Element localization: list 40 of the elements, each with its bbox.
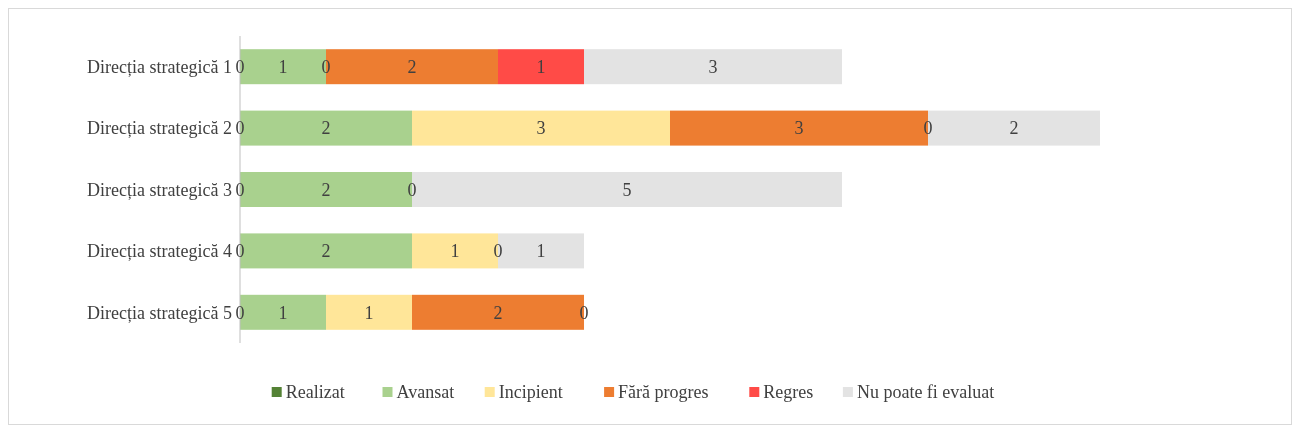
data-label: 0 xyxy=(235,118,245,139)
data-label: 1 xyxy=(450,241,460,262)
y-tick-label: Direcția strategică 3 xyxy=(87,179,232,200)
data-label: 1 xyxy=(536,241,546,262)
data-label: 5 xyxy=(622,179,632,200)
data-label: 2 xyxy=(321,118,331,139)
data-label: 3 xyxy=(536,118,546,139)
data-label: 1 xyxy=(364,302,374,323)
data-label: 0 xyxy=(235,57,245,77)
data-label: 0 xyxy=(235,241,245,262)
legend-label: Regres xyxy=(763,382,814,403)
legend-label: Nu poate fi evaluat xyxy=(856,382,995,403)
legend-label: Incipient xyxy=(498,382,563,403)
data-label: 0 xyxy=(493,241,503,262)
data-label: 2 xyxy=(321,241,331,262)
data-label: 2 xyxy=(493,302,503,323)
data-label: 0 xyxy=(923,118,933,139)
data-label: 2 xyxy=(407,57,417,77)
data-label: 1 xyxy=(278,302,288,323)
legend-label: Realizat xyxy=(285,382,345,403)
bar xyxy=(326,294,412,330)
data-label: 3 xyxy=(794,118,804,139)
bar xyxy=(498,49,584,85)
y-tick-label: Direcția strategică 4 xyxy=(87,241,232,262)
data-label: 0 xyxy=(235,179,245,200)
data-label: 3 xyxy=(708,57,718,77)
y-tick-label: Direcția strategică 2 xyxy=(87,118,232,139)
y-tick-label: Direcția strategică 5 xyxy=(87,302,232,323)
legend-label: Avansat xyxy=(396,382,455,403)
data-label: 1 xyxy=(536,57,546,77)
data-label: 0 xyxy=(407,179,417,200)
data-label: 2 xyxy=(321,179,331,200)
legend-label: Fără progres xyxy=(618,382,709,403)
data-label: 2 xyxy=(1009,118,1019,139)
y-tick-label: Direcția strategică 1 xyxy=(87,57,232,77)
data-label: 1 xyxy=(278,57,288,77)
bar xyxy=(584,49,842,85)
data-label: 0 xyxy=(321,57,331,77)
bar xyxy=(412,110,670,146)
data-label: 0 xyxy=(235,302,245,323)
